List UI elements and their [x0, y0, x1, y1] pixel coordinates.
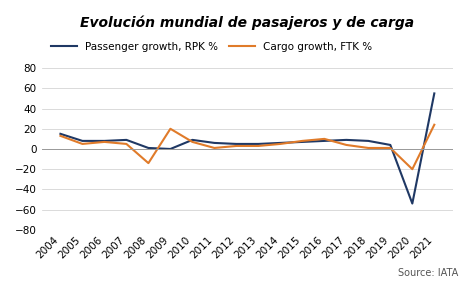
Passenger growth, RPK % [212, 141, 217, 145]
Cargo growth, FTK % [344, 143, 349, 147]
Cargo growth, FTK % [322, 137, 327, 140]
Passenger growth, RPK % [431, 92, 437, 95]
Passenger growth, RPK % [388, 143, 393, 147]
Passenger growth, RPK % [300, 140, 305, 144]
Passenger growth, RPK % [278, 141, 283, 145]
Cargo growth, FTK % [366, 146, 371, 150]
Passenger growth, RPK % [344, 138, 349, 142]
Passenger growth, RPK % [168, 147, 173, 151]
Text: Source: IATA: Source: IATA [398, 268, 459, 278]
Cargo growth, FTK % [256, 144, 261, 148]
Cargo growth, FTK % [278, 142, 283, 146]
Cargo growth, FTK % [146, 162, 151, 165]
Passenger growth, RPK % [58, 132, 63, 135]
Passenger growth, RPK % [256, 142, 261, 146]
Cargo growth, FTK % [300, 139, 305, 142]
Title: Evolución mundial de pasajeros y de carga: Evolución mundial de pasajeros y de carg… [80, 15, 415, 30]
Legend: Passenger growth, RPK %, Cargo growth, FTK %: Passenger growth, RPK %, Cargo growth, F… [47, 38, 377, 56]
Cargo growth, FTK % [388, 146, 393, 150]
Passenger growth, RPK % [366, 139, 371, 142]
Passenger growth, RPK % [124, 138, 129, 142]
Passenger growth, RPK % [410, 202, 415, 205]
Cargo growth, FTK % [234, 144, 239, 148]
Passenger growth, RPK % [190, 138, 195, 142]
Passenger growth, RPK % [146, 146, 151, 150]
Passenger growth, RPK % [102, 139, 107, 142]
Passenger growth, RPK % [80, 139, 85, 142]
Cargo growth, FTK % [190, 140, 195, 144]
Passenger growth, RPK % [322, 139, 327, 142]
Cargo growth, FTK % [410, 167, 415, 171]
Cargo growth, FTK % [102, 140, 107, 144]
Line: Passenger growth, RPK %: Passenger growth, RPK % [60, 93, 434, 203]
Cargo growth, FTK % [431, 123, 437, 126]
Cargo growth, FTK % [124, 142, 129, 146]
Cargo growth, FTK % [212, 146, 217, 150]
Passenger growth, RPK % [234, 142, 239, 146]
Cargo growth, FTK % [58, 134, 63, 137]
Line: Cargo growth, FTK %: Cargo growth, FTK % [60, 125, 434, 169]
Cargo growth, FTK % [168, 127, 173, 130]
Cargo growth, FTK % [80, 142, 85, 146]
